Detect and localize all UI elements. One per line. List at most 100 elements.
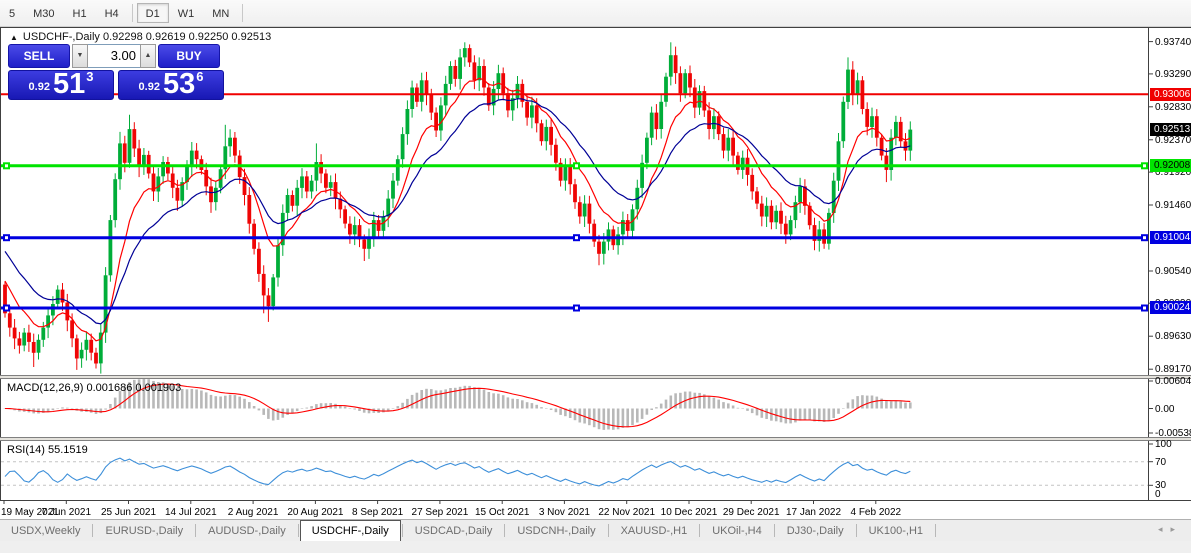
sell-price-point: 3: [86, 69, 94, 84]
tab-separator: [297, 524, 299, 537]
macd-axis[interactable]: 0.006045 0.00 -0.005383: [1148, 376, 1191, 439]
timeframe-button-D1[interactable]: D1: [136, 3, 169, 23]
price-axis-label: 0.89170: [1155, 364, 1191, 375]
chart-title-text: USDCHF-,Daily 0.92298 0.92619 0.92250 0.…: [22, 31, 272, 43]
support-line-price: 0.90024: [1150, 301, 1191, 314]
window-splitter[interactable]: [0, 375, 1191, 379]
rsi-label: RSI(14) 55.1519: [7, 444, 88, 456]
tab-separator: [195, 524, 197, 537]
svg-text:15 Oct 2021: 15 Oct 2021: [475, 507, 530, 518]
rsi-axis-label: 30: [1155, 480, 1167, 491]
volume-input[interactable]: 3.00: [88, 44, 140, 68]
collapse-chart-icon[interactable]: ▲: [10, 33, 18, 42]
chart-tab-USDCHF-,Daily[interactable]: USDCHF-,Daily: [299, 520, 401, 542]
chart-tab-AUDUSD-,Daily[interactable]: AUDUSD-,Daily: [208, 525, 286, 537]
timeframe-button-M30[interactable]: M30: [33, 8, 55, 20]
chart-tab-USDX,Weekly[interactable]: USDX,Weekly: [11, 525, 81, 537]
price-axis-label: 0.91920: [1155, 167, 1191, 178]
chart-tab-bar: USDX,Weekly EURUSD-,Daily AUDUSD-,Daily USD…: [0, 519, 1191, 542]
toolbar-separator: [242, 4, 244, 22]
svg-text:19 May 2021: 19 May 2021: [1, 507, 59, 518]
current-price: 0.92513: [1150, 123, 1191, 136]
tab-scroll-right-icon[interactable]: ▸: [1170, 524, 1183, 534]
price-axis-label: 0.89630: [1155, 331, 1191, 342]
sell-price-pips: 51: [52, 68, 86, 100]
tab-separator: [607, 524, 609, 537]
rsi-canvas: [1, 457, 1149, 487]
rsi-subwindow[interactable]: RSI(14) 55.1519: [0, 441, 1149, 500]
buy-button[interactable]: BUY: [158, 44, 220, 68]
svg-text:22 Nov 2021: 22 Nov 2021: [598, 507, 655, 518]
chart-tab-USDCNH-,Daily[interactable]: USDCNH-,Daily: [517, 525, 596, 537]
buy-price-button[interactable]: 0.92 53 6: [118, 68, 224, 100]
macd-axis-label: 0.00: [1155, 404, 1175, 415]
status-strip: [0, 541, 1191, 553]
tab-separator: [935, 524, 937, 537]
date-axis[interactable]: 19 May 2021 7 Jun 2021 25 Jun 2021 14 Jul 2…: [0, 500, 1191, 519]
timeframe-button-H4[interactable]: H4: [104, 8, 119, 20]
price-axis[interactable]: 0.93740 0.93290 0.92830 0.92370 0.91920 0.914…: [1148, 27, 1191, 375]
buy-price-pips: 53: [162, 68, 196, 100]
tab-separator: [773, 524, 775, 537]
chart-tab-UKOil-,H4[interactable]: UKOil-,H4: [712, 525, 762, 537]
timeframe-toolbar: 5 M30 H1 H4 D1 W1 MN: [0, 0, 1191, 27]
tab-scroll-left-icon[interactable]: ◂: [1157, 524, 1171, 534]
svg-text:7 Jun 2021: 7 Jun 2021: [42, 507, 92, 518]
rsi-axis-label: 70: [1155, 457, 1167, 468]
window-splitter[interactable]: [0, 437, 1191, 441]
buy-price-prefix: 0.92: [138, 81, 160, 93]
candlestick-chart-canvas[interactable]: [1, 28, 1149, 376]
timeframe-button-5[interactable]: 5: [9, 8, 16, 20]
tab-separator: [855, 524, 857, 537]
macd-axis-label: 0.006045: [1155, 376, 1191, 387]
one-click-trading-panel: SELL ▼ 3.00 ▲ BUY 0.92 51 3 0.92 53 6: [8, 44, 224, 100]
svg-text:8 Sep 2021: 8 Sep 2021: [352, 507, 404, 518]
price-axis-label: 0.93290: [1155, 69, 1191, 80]
svg-text:27 Sep 2021: 27 Sep 2021: [412, 507, 469, 518]
rsi-axis-label: 0: [1155, 489, 1161, 500]
rsi-axis[interactable]: 100 70 30 0: [1148, 439, 1191, 504]
svg-text:10 Dec 2021: 10 Dec 2021: [661, 507, 718, 518]
price-axis-label: 0.93740: [1155, 37, 1191, 48]
price-axis-label: 0.92370: [1155, 135, 1191, 146]
macd-label: MACD(12,26,9) 0.001686 0.001903: [7, 382, 182, 394]
resistance-line-price: 0.93006: [1150, 88, 1191, 101]
tab-separator: [699, 524, 701, 537]
chevron-up-icon: ▲: [144, 52, 152, 59]
chart-tab-EURUSD-,Daily[interactable]: EURUSD-,Daily: [105, 525, 184, 537]
svg-text:17 Jan 2022: 17 Jan 2022: [786, 507, 841, 518]
toolbar-separator: [131, 4, 133, 22]
buy-price-point: 6: [196, 69, 204, 84]
tab-separator: [92, 524, 94, 537]
sell-price-button[interactable]: 0.92 51 3: [8, 68, 114, 100]
chart-title: ▲ USDCHF-,Daily 0.92298 0.92619 0.92250 0…: [10, 31, 271, 43]
svg-text:25 Jun 2021: 25 Jun 2021: [101, 507, 156, 518]
volume-increase-button[interactable]: ▲: [140, 44, 156, 68]
chart-tab-DJ30-,Daily[interactable]: DJ30-,Daily: [786, 525, 844, 537]
tab-separator: [504, 524, 506, 537]
svg-text:29 Dec 2021: 29 Dec 2021: [723, 507, 780, 518]
support-line-price: 0.92008: [1150, 159, 1191, 172]
sell-button[interactable]: SELL: [8, 44, 70, 68]
svg-text:4 Feb 2022: 4 Feb 2022: [850, 507, 901, 518]
svg-text:2 Aug 2021: 2 Aug 2021: [228, 507, 279, 518]
timeframe-button-W1[interactable]: W1: [177, 8, 195, 20]
price-axis-label: 0.92830: [1155, 102, 1191, 113]
chart-tab-XAUUSD-,H1[interactable]: XAUUSD-,H1: [620, 525, 688, 537]
svg-text:3 Nov 2021: 3 Nov 2021: [539, 507, 591, 518]
chart-tab-UK100-,H1[interactable]: UK100-,H1: [868, 525, 924, 537]
macd-canvas: [3, 378, 912, 430]
rsi-axis-label: 100: [1155, 439, 1172, 450]
tab-separator: [401, 524, 403, 537]
svg-text:20 Aug 2021: 20 Aug 2021: [287, 507, 344, 518]
timeframe-button-H1[interactable]: H1: [72, 8, 87, 20]
price-axis-label: 0.90540: [1155, 266, 1191, 277]
timeframe-button-MN[interactable]: MN: [212, 8, 230, 20]
macd-subwindow[interactable]: MACD(12,26,9) 0.001686 0.001903: [0, 378, 1148, 437]
price-axis-label: 0.91460: [1155, 200, 1191, 211]
chart-tab-USDCAD-,Daily[interactable]: USDCAD-,Daily: [414, 525, 493, 537]
volume-decrease-button[interactable]: ▼: [72, 44, 88, 68]
sell-price-prefix: 0.92: [28, 81, 50, 93]
svg-text:14 Jul 2021: 14 Jul 2021: [165, 507, 217, 518]
chevron-down-icon: ▼: [76, 52, 84, 59]
